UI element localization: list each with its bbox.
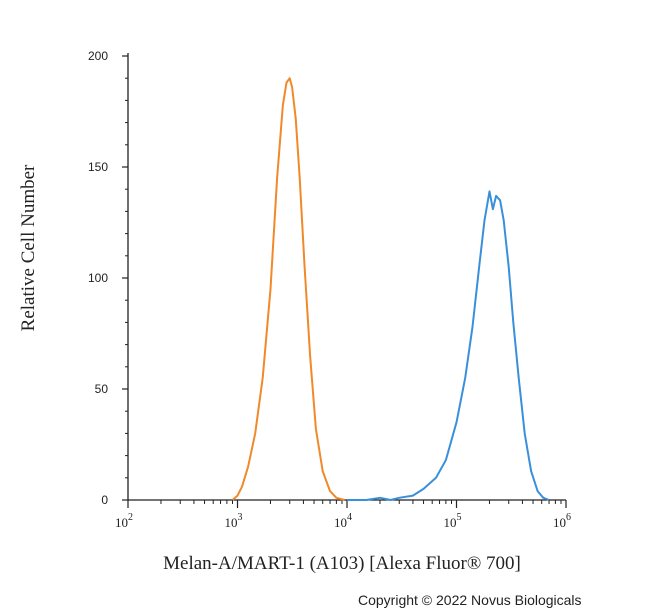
copyright-notice: Copyright © 2022 Novus Biologicals: [358, 592, 582, 608]
x-tick-label: 104: [334, 512, 352, 530]
x-tick-label: 105: [444, 512, 462, 530]
y-ticks: 0 50 100 150 200: [88, 49, 128, 507]
histogram-series-2: [347, 190, 550, 501]
y-tick-label: 0: [101, 493, 108, 507]
axes: [127, 53, 566, 501]
y-tick-label: 200: [88, 49, 108, 63]
y-tick-label: 150: [88, 160, 108, 174]
x-axis-label: Melan-A/MART-1 (A103) [Alexa Fluor® 700]: [163, 553, 521, 574]
y-tick-label: 100: [88, 271, 108, 285]
histogram-series-1: [231, 77, 345, 501]
x-tick-label: 106: [553, 512, 571, 530]
flow-cytometry-histogram: 0 50 100 150 200 102 103 104 105 106 Relative Ce…: [18, 49, 571, 574]
y-axis-label: Relative Cell Number: [18, 164, 39, 331]
x-tick-label: 102: [115, 512, 133, 530]
y-tick-label: 50: [95, 382, 109, 396]
x-ticks: 102 103 104 105 106: [115, 500, 571, 530]
series-group: [231, 77, 550, 501]
x-tick-label: 103: [225, 512, 243, 530]
